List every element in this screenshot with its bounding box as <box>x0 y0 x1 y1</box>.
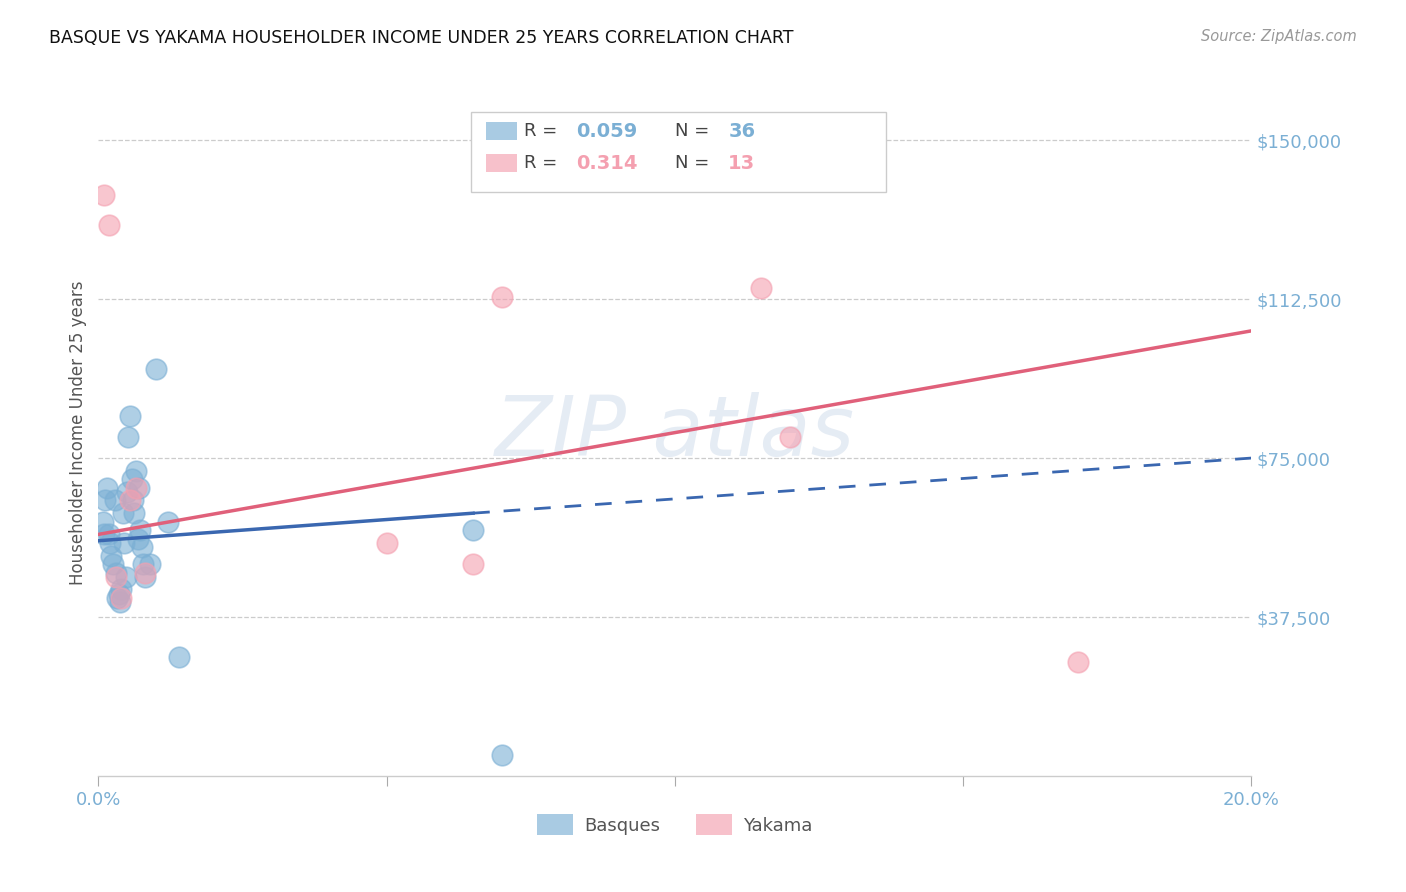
Point <box>491 290 513 304</box>
Point <box>125 481 148 495</box>
Point <box>156 515 179 529</box>
Point <box>167 650 190 665</box>
Point <box>491 747 513 762</box>
Point <box>145 362 167 376</box>
Point <box>94 493 117 508</box>
Point <box>93 527 115 541</box>
Text: BASQUE VS YAKAMA HOUSEHOLDER INCOME UNDER 25 YEARS CORRELATION CHART: BASQUE VS YAKAMA HOUSEHOLDER INCOME UNDE… <box>49 29 794 46</box>
Point <box>139 557 162 571</box>
Point <box>127 532 149 546</box>
Point <box>96 481 118 495</box>
Text: Source: ZipAtlas.com: Source: ZipAtlas.com <box>1201 29 1357 44</box>
Point <box>98 536 121 550</box>
Point <box>120 409 142 423</box>
Point <box>101 557 124 571</box>
Text: N =: N = <box>675 154 709 172</box>
Point <box>97 218 120 232</box>
Point <box>461 523 484 537</box>
Point <box>110 582 132 597</box>
Point <box>103 493 125 508</box>
Text: 0.314: 0.314 <box>576 153 638 173</box>
Text: 0.059: 0.059 <box>576 121 638 141</box>
Point <box>128 481 150 495</box>
Point <box>1067 655 1090 669</box>
Point <box>779 430 801 444</box>
Text: R =: R = <box>524 122 558 140</box>
Point <box>117 430 139 444</box>
Legend: Basques, Yakama: Basques, Yakama <box>530 807 820 843</box>
Point <box>110 591 132 605</box>
Point <box>122 493 145 508</box>
Point <box>100 549 122 563</box>
Point <box>104 566 127 580</box>
Point <box>461 557 484 571</box>
Point <box>91 515 114 529</box>
Point <box>131 540 153 554</box>
Point <box>110 595 132 609</box>
Point <box>125 464 148 478</box>
Text: R =: R = <box>524 154 558 172</box>
Point <box>117 485 139 500</box>
Point <box>122 506 145 520</box>
Point <box>120 493 142 508</box>
Point <box>132 557 155 571</box>
Point <box>115 570 138 584</box>
Point <box>121 472 143 486</box>
Point <box>97 527 120 541</box>
Text: ZIP atlas: ZIP atlas <box>495 392 855 473</box>
Point <box>111 506 134 520</box>
Point <box>134 570 156 584</box>
Text: N =: N = <box>675 122 709 140</box>
Point <box>375 536 398 550</box>
Point <box>105 591 128 605</box>
Point <box>107 587 129 601</box>
Point <box>104 570 127 584</box>
Point <box>93 188 115 202</box>
Text: 13: 13 <box>728 153 755 173</box>
Point <box>129 523 152 537</box>
Point <box>751 281 773 295</box>
Y-axis label: Householder Income Under 25 years: Householder Income Under 25 years <box>69 280 87 585</box>
Text: 36: 36 <box>728 121 755 141</box>
Point <box>112 536 135 550</box>
Point <box>134 566 156 580</box>
